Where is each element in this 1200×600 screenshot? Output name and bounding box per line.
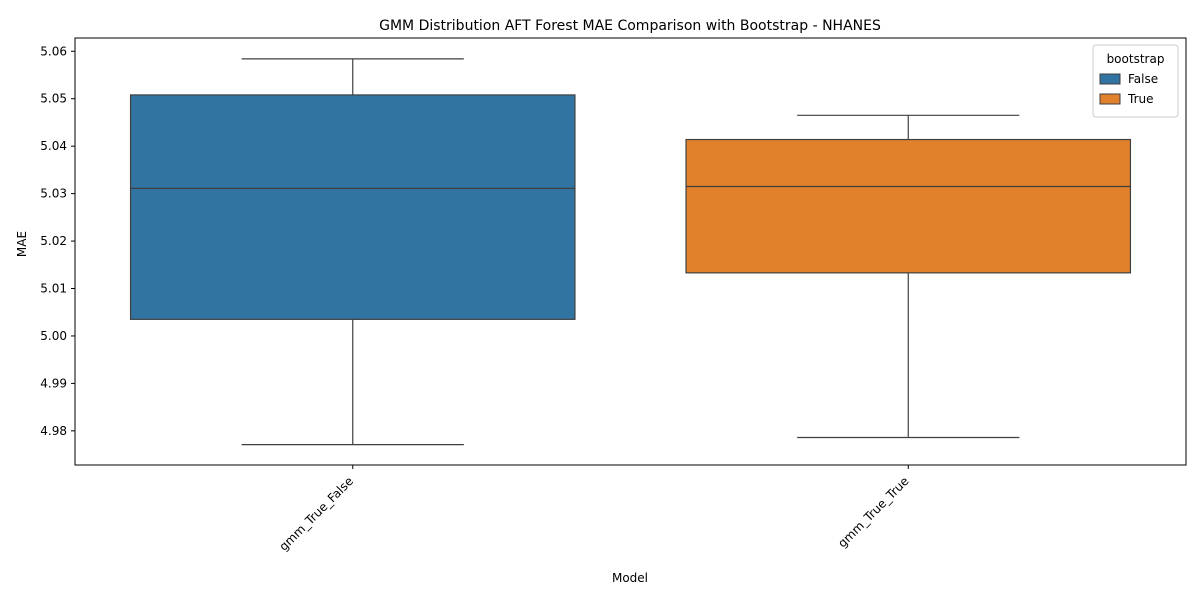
y-tick-label: 4.98 — [40, 424, 67, 438]
box-iqr — [685, 138, 1132, 274]
chart-title: GMM Distribution AFT Forest MAE Comparis… — [379, 18, 881, 34]
y-tick-label: 5.03 — [40, 187, 67, 201]
y-tick-label: 5.04 — [40, 139, 67, 153]
legend-label-true: True — [1127, 92, 1154, 106]
x-tick-label: gmm_True_False — [276, 474, 356, 554]
x-tick-label: gmm_True_True — [835, 474, 911, 550]
legend-title: bootstrap — [1107, 52, 1165, 66]
y-tick-label: 4.99 — [40, 376, 67, 390]
legend-label-false: False — [1128, 72, 1158, 86]
y-tick-label: 5.01 — [40, 282, 67, 296]
y-tick-label: 5.05 — [40, 92, 67, 106]
plot-area: 4.98 4.99 5.00 5.01 5.02 5.03 5.04 5.05 5.06 gmm_… — [40, 37, 1187, 554]
y-tick-label: 5.02 — [40, 234, 67, 248]
legend: bootstrap False True — [1092, 44, 1179, 118]
x-axis-label: Model — [612, 571, 648, 585]
box-iqr — [129, 94, 576, 320]
box-gmm_True_True — [685, 114, 1132, 439]
y-tick-label: 5.06 — [40, 44, 67, 58]
y-axis-label: MAE — [15, 231, 29, 257]
box-gmm_True_False — [129, 58, 576, 446]
axes-frame — [74, 37, 1187, 466]
legend-swatch-true — [1099, 93, 1121, 105]
legend-swatch-false — [1099, 73, 1121, 85]
y-tick-label: 5.00 — [40, 329, 67, 343]
